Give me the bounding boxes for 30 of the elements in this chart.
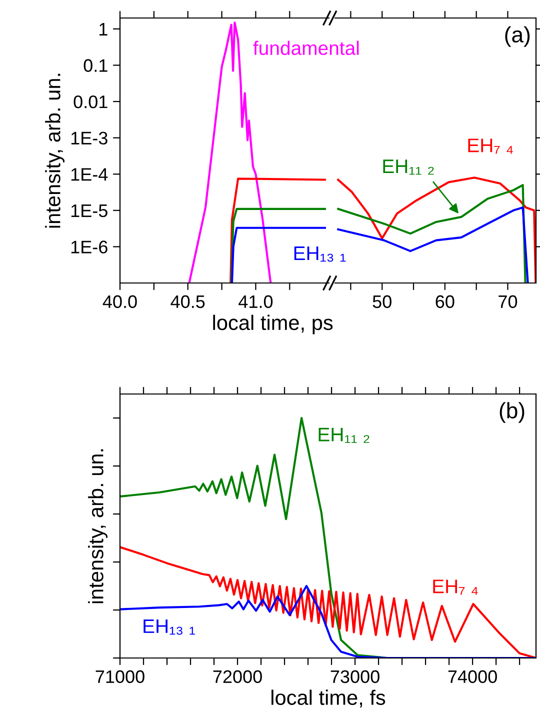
series-label: EH₁₃ ₁ <box>144 620 195 635</box>
x-tick-label: 72000 <box>213 670 262 684</box>
chart-title: (a) <box>505 26 530 47</box>
x-tick-label: 40.0 <box>102 295 137 308</box>
y-axis-title: intensity, arb. un. <box>88 449 108 604</box>
x-tick-label: 60 <box>436 295 454 308</box>
x-axis-title: local time, ps <box>213 314 333 334</box>
x-tick-label: 50 <box>372 295 392 308</box>
series-label: EH₁₁ ₂ <box>318 428 370 443</box>
x-tick-label: 73000 <box>330 670 380 684</box>
x-tick-label: 41.0 <box>238 295 273 308</box>
x-tick-label: 40.5 <box>170 295 205 308</box>
chart-title: (b) <box>500 402 524 423</box>
y-tick-label: 1 <box>100 23 108 36</box>
y-tick-label: 1E-3 <box>71 132 108 145</box>
y-axis-title: intensity, arb. un. <box>45 74 64 228</box>
series-label: EH₇ ₄ <box>468 138 513 154</box>
y-tick-label: 1E-5 <box>71 204 108 218</box>
x-axis-title: local time, fs <box>272 690 386 708</box>
series-label: EH₇ ₄ <box>433 580 478 595</box>
x-tick-label: 71000 <box>96 670 144 684</box>
series-label: fundamental <box>253 40 359 56</box>
y-tick-label: 1E-4 <box>71 168 108 181</box>
series-label: EH₁₃ ₁ <box>294 246 346 262</box>
text: EH₁₁ ₂ <box>383 160 434 175</box>
y-tick-label: 0.1 <box>84 59 108 72</box>
y-tick-label: 1E-6 <box>71 240 108 254</box>
x-tick-label: 70 <box>498 295 518 308</box>
x-tick-label: 74000 <box>448 670 497 684</box>
y-tick-label: 0.01 <box>74 95 108 108</box>
